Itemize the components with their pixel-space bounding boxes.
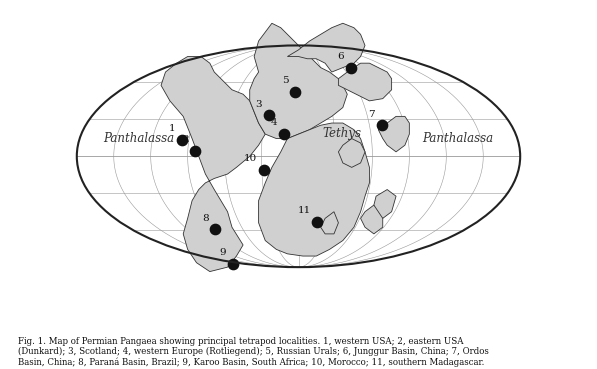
Polygon shape (250, 23, 347, 138)
Point (290, 89, 300, 95)
Point (190, 148, 200, 154)
Point (313, 219, 322, 225)
Point (279, 131, 289, 137)
Polygon shape (361, 205, 383, 234)
Polygon shape (338, 63, 392, 101)
Text: Panthalassa: Panthalassa (103, 132, 174, 145)
Point (211, 227, 220, 232)
Text: 8: 8 (202, 214, 209, 223)
Polygon shape (374, 190, 396, 218)
Polygon shape (287, 23, 365, 72)
Text: 2: 2 (182, 135, 189, 144)
Text: 3: 3 (256, 100, 262, 108)
Point (177, 137, 187, 142)
Text: 6: 6 (337, 52, 344, 61)
Text: Tethys: Tethys (322, 127, 361, 139)
Text: 7: 7 (368, 110, 375, 118)
Polygon shape (259, 123, 370, 256)
Point (228, 261, 238, 267)
Ellipse shape (77, 45, 520, 267)
Text: 1: 1 (169, 124, 176, 133)
Point (346, 65, 355, 70)
Text: Fig. 1. Map of Permian Pangaea showing principal tetrapod localities. 1, western: Fig. 1. Map of Permian Pangaea showing p… (18, 337, 489, 367)
Point (259, 167, 269, 173)
Text: 5: 5 (282, 76, 288, 85)
Polygon shape (161, 56, 265, 272)
Text: 9: 9 (220, 248, 226, 257)
Polygon shape (338, 138, 365, 168)
Polygon shape (378, 116, 410, 152)
Text: 11: 11 (297, 206, 310, 215)
Text: 4: 4 (271, 118, 278, 127)
Point (377, 122, 386, 128)
Point (264, 112, 273, 118)
Polygon shape (321, 212, 338, 234)
Text: 10: 10 (244, 154, 257, 163)
Text: Panthalassa: Panthalassa (423, 132, 494, 145)
